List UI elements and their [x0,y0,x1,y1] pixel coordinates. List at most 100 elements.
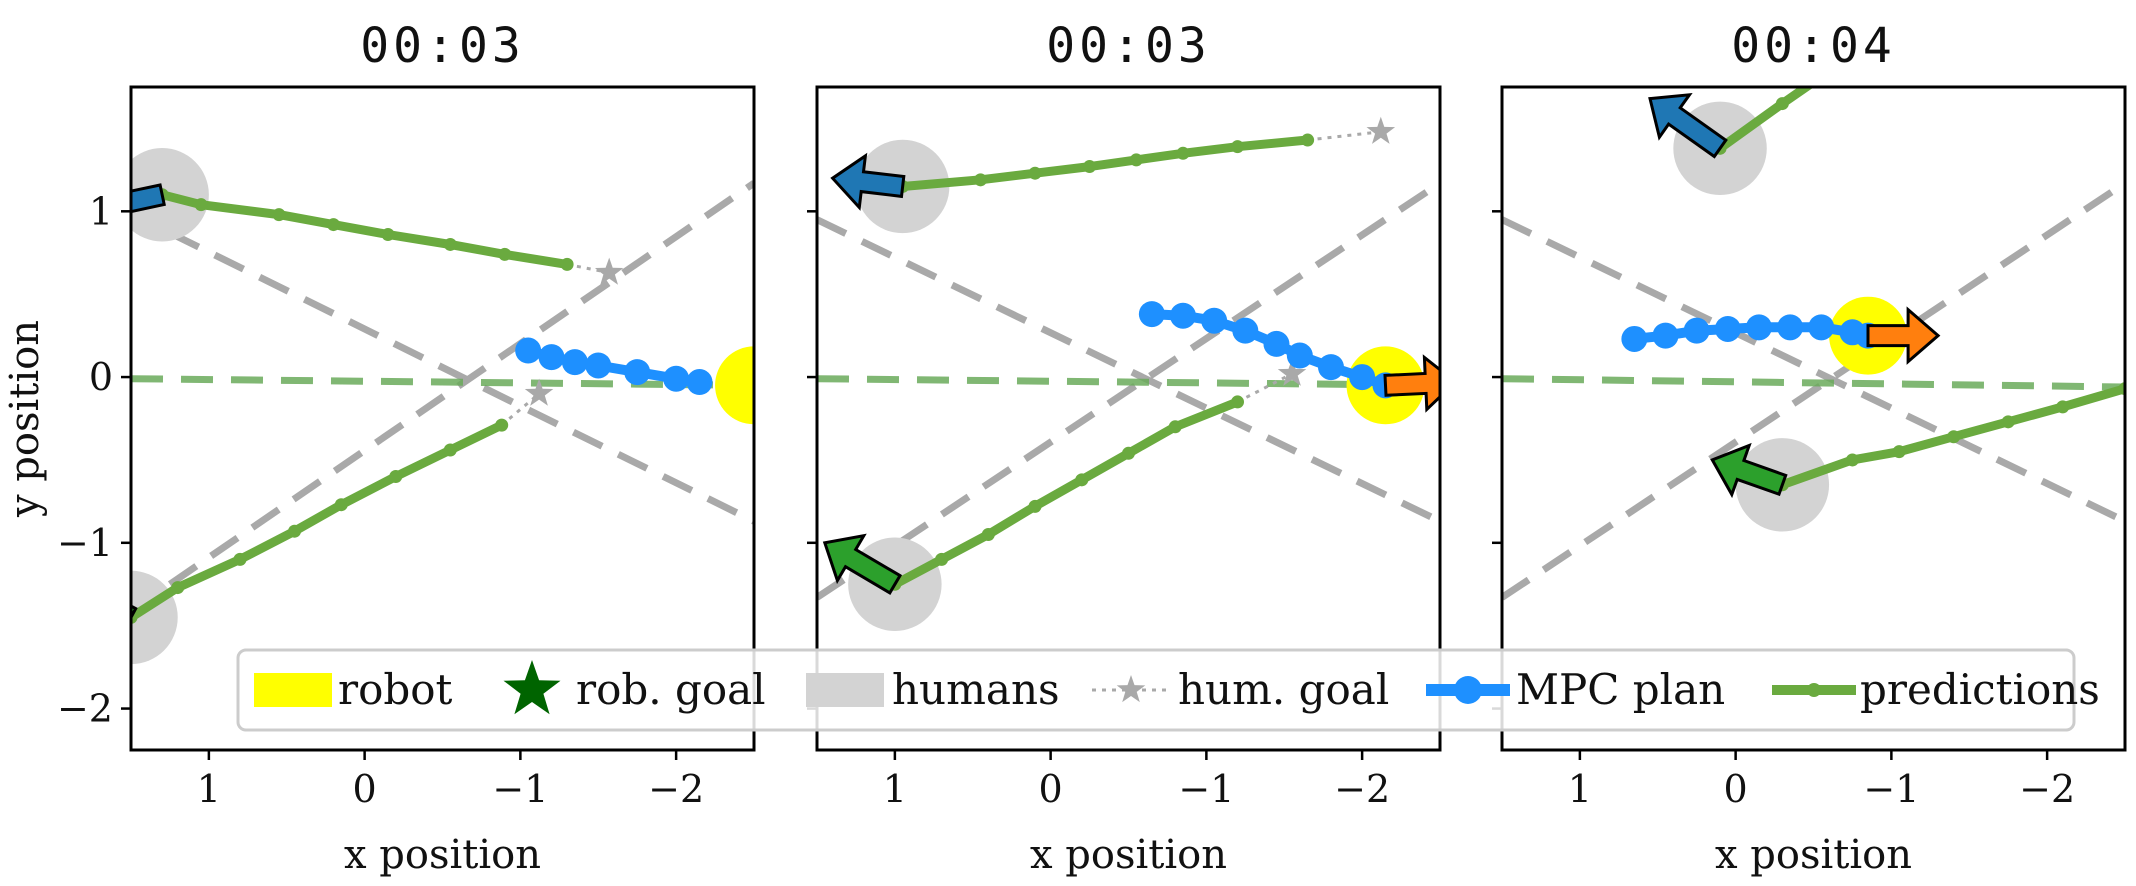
panel-3: 00:04 1 0 −1 −2 x position [1492,18,2127,878]
x-tick-label: 1 [197,767,221,811]
legend-star-icon [503,660,561,715]
mpc-plan-point [624,359,651,386]
human-velocity-arrow [1710,442,1788,499]
prediction-line [890,397,1242,589]
prediction-point [1892,445,1906,459]
x-tick-label: 0 [1724,767,1748,811]
legend-swatch [806,673,884,707]
prediction-point [1122,446,1135,460]
x-axis-label: x position [344,832,541,878]
x-tick-label: 1 [1568,767,1592,811]
prediction-point [981,528,995,542]
reference-line-gray [817,180,1440,601]
prediction-point [1075,473,1089,487]
human-velocity-arrow [1648,92,1728,159]
mpc-plan-point [1808,314,1835,341]
x-tick-label: −1 [1863,767,1919,811]
panel-2: 00:03 1 0 −1 −2 x position [807,18,1442,878]
prediction-point [171,581,185,595]
human-goal-star [1277,358,1307,386]
legend-marker [1454,676,1482,704]
legend-label: hum. goal [1178,665,1389,714]
legend-label: humans [892,665,1060,714]
x-tick-label: 0 [1039,767,1063,811]
y-tick-label: 0 [89,355,113,399]
prediction-point [1775,97,1789,111]
mpc-plan-point [1714,315,1741,342]
prediction-point [233,552,247,566]
mpc-plan-point [1652,322,1679,349]
prediction-point [1845,453,1859,467]
y-axis-label: y position [2,320,48,518]
x-tick-label: −2 [648,767,704,811]
prediction-point [495,418,509,432]
human-velocity-arrow [822,533,903,595]
prediction-line [131,420,507,622]
y-tick-label: −1 [57,521,113,565]
robot-heading-arrow [1866,306,1941,365]
legend-swatch [254,673,332,707]
prediction-point [272,208,286,222]
x-tick-label: −1 [1178,767,1234,811]
panel-title: 00:03 [1046,18,1211,74]
robot-heading-arrow [752,373,754,397]
legend-label: MPC plan [1516,665,1725,714]
prediction-point [1947,430,1961,444]
legend-label: robot [338,665,453,714]
human-goal-connector [1236,372,1293,404]
human-velocity-arrow [830,152,906,211]
prediction-point [1083,160,1097,174]
mpc-plan-point [561,349,588,376]
human-goal-connector [566,262,610,275]
mpc-plan-point [515,337,542,364]
prediction-point [334,498,348,512]
mpc-plan-point [1232,317,1259,344]
mpc-plan-point [538,344,565,371]
prediction-point [288,524,302,538]
prediction-point [1168,420,1182,434]
prediction-point [194,198,208,212]
legend-item-hum-goal: hum. goal [1092,665,1389,714]
legend-item-mpc-plan: MPC plan [1426,665,1725,714]
mpc-plan-point [663,365,690,392]
human-goal-connector [1307,130,1381,142]
prediction-point [2056,400,2070,414]
y-tick-label: −2 [57,687,113,731]
x-tick-label: −2 [2019,767,2075,811]
mpc-plan-point [1683,317,1710,344]
mpc-plan-point [1138,301,1165,328]
prediction-point [2001,415,2015,429]
legend-label: predictions [1860,665,2100,714]
mpc-plan-point [1349,364,1376,391]
mpc-plan-point [1263,330,1290,357]
mpc-plan-point [1621,325,1648,352]
mpc-plan-point [585,352,612,379]
axes-frame [129,85,756,752]
reference-line-green [817,375,1440,389]
plot-area [1502,87,2125,601]
prediction-point [1028,166,1042,180]
prediction-point [443,443,457,457]
panel-1: 00:03 1 0 −1 −2 1 0 −1 −2 x position y position [2,18,756,878]
prediction-point [2118,382,2125,396]
prediction-point [1231,140,1245,154]
panel-title: 00:04 [1731,18,1896,74]
prediction-point [443,237,457,251]
human-goal-star [594,257,624,285]
human-goal-star [1366,116,1396,144]
prediction-point [1028,499,1042,513]
mpc-plan-point [686,369,713,396]
prediction-point [326,218,340,232]
plot-area [131,148,754,665]
legend-item-humans: humans [806,665,1060,714]
prediction-point [389,470,403,484]
mpc-plan-point [1777,314,1804,341]
x-tick-label: −2 [1334,767,1390,811]
legend: robot rob. goal humans hum. goal MPC plan pre… [236,648,2100,732]
x-tick-label: 1 [883,767,907,811]
reference-line-green [1502,375,2125,391]
mpc-plan-point [1201,307,1228,334]
reference-line-gray [168,229,754,525]
legend-item-predictions: predictions [1772,665,2100,714]
